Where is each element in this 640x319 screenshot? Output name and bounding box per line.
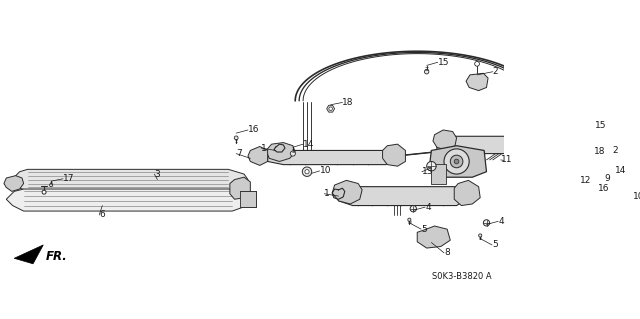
Polygon shape (4, 176, 24, 191)
Circle shape (454, 159, 459, 164)
Polygon shape (588, 168, 609, 190)
Circle shape (475, 62, 479, 66)
Text: 18: 18 (595, 147, 606, 156)
Text: 5: 5 (421, 225, 427, 234)
Circle shape (329, 107, 332, 110)
Polygon shape (437, 136, 567, 153)
Circle shape (516, 153, 528, 166)
Polygon shape (268, 151, 394, 165)
Text: 4: 4 (425, 203, 431, 211)
Polygon shape (332, 180, 362, 204)
Bar (510, 151, 534, 170)
Circle shape (483, 220, 490, 226)
Polygon shape (14, 245, 44, 264)
Circle shape (616, 193, 625, 202)
Bar (240, 191, 256, 207)
Polygon shape (326, 105, 335, 112)
Polygon shape (339, 187, 465, 205)
Polygon shape (6, 189, 246, 211)
Circle shape (291, 151, 296, 156)
Polygon shape (12, 169, 248, 191)
Text: 5: 5 (492, 241, 498, 249)
Text: 8: 8 (444, 248, 450, 257)
Text: 4: 4 (499, 217, 504, 226)
Polygon shape (383, 144, 405, 166)
Polygon shape (417, 226, 451, 248)
Text: FR.: FR. (45, 250, 67, 263)
Text: 17: 17 (63, 174, 74, 183)
Polygon shape (230, 177, 250, 199)
Text: 16: 16 (248, 125, 259, 135)
Circle shape (479, 234, 482, 237)
Text: 18: 18 (342, 98, 354, 107)
Text: 10: 10 (319, 167, 331, 175)
Circle shape (234, 136, 238, 140)
Circle shape (302, 167, 312, 176)
Text: 11: 11 (500, 155, 512, 164)
Circle shape (580, 157, 584, 160)
Polygon shape (266, 143, 295, 161)
Circle shape (305, 170, 309, 174)
Circle shape (567, 178, 575, 186)
Text: 15: 15 (438, 58, 449, 67)
Text: 7: 7 (236, 149, 242, 158)
Text: 6: 6 (99, 211, 105, 219)
Circle shape (451, 155, 463, 168)
Circle shape (427, 161, 436, 171)
Circle shape (408, 218, 411, 221)
Polygon shape (584, 151, 606, 172)
Circle shape (49, 183, 52, 187)
Polygon shape (248, 146, 268, 166)
Text: 14: 14 (615, 167, 626, 175)
Text: 3: 3 (154, 170, 160, 179)
Text: 10: 10 (633, 192, 640, 201)
Bar (431, 164, 445, 183)
Text: S0K3-B3820 A: S0K3-B3820 A (433, 272, 492, 281)
Polygon shape (429, 146, 486, 177)
Circle shape (602, 177, 607, 182)
Text: 15: 15 (595, 121, 607, 130)
Circle shape (595, 139, 599, 143)
Text: 13: 13 (422, 167, 433, 176)
Polygon shape (454, 180, 480, 205)
Polygon shape (579, 155, 586, 162)
Text: 1: 1 (324, 189, 330, 198)
Circle shape (582, 132, 586, 137)
Circle shape (618, 196, 623, 200)
Circle shape (444, 149, 469, 174)
Text: 2: 2 (612, 146, 618, 155)
Polygon shape (466, 73, 488, 91)
Polygon shape (556, 129, 581, 153)
Circle shape (584, 188, 588, 192)
Circle shape (42, 190, 46, 194)
Circle shape (410, 205, 417, 212)
Text: 14: 14 (303, 140, 314, 149)
Text: 2: 2 (493, 67, 499, 76)
Text: 1: 1 (261, 144, 267, 152)
Text: 16: 16 (598, 184, 610, 193)
Text: 12: 12 (580, 176, 591, 185)
Polygon shape (433, 130, 456, 151)
Circle shape (424, 70, 429, 74)
Text: 9: 9 (605, 174, 611, 183)
